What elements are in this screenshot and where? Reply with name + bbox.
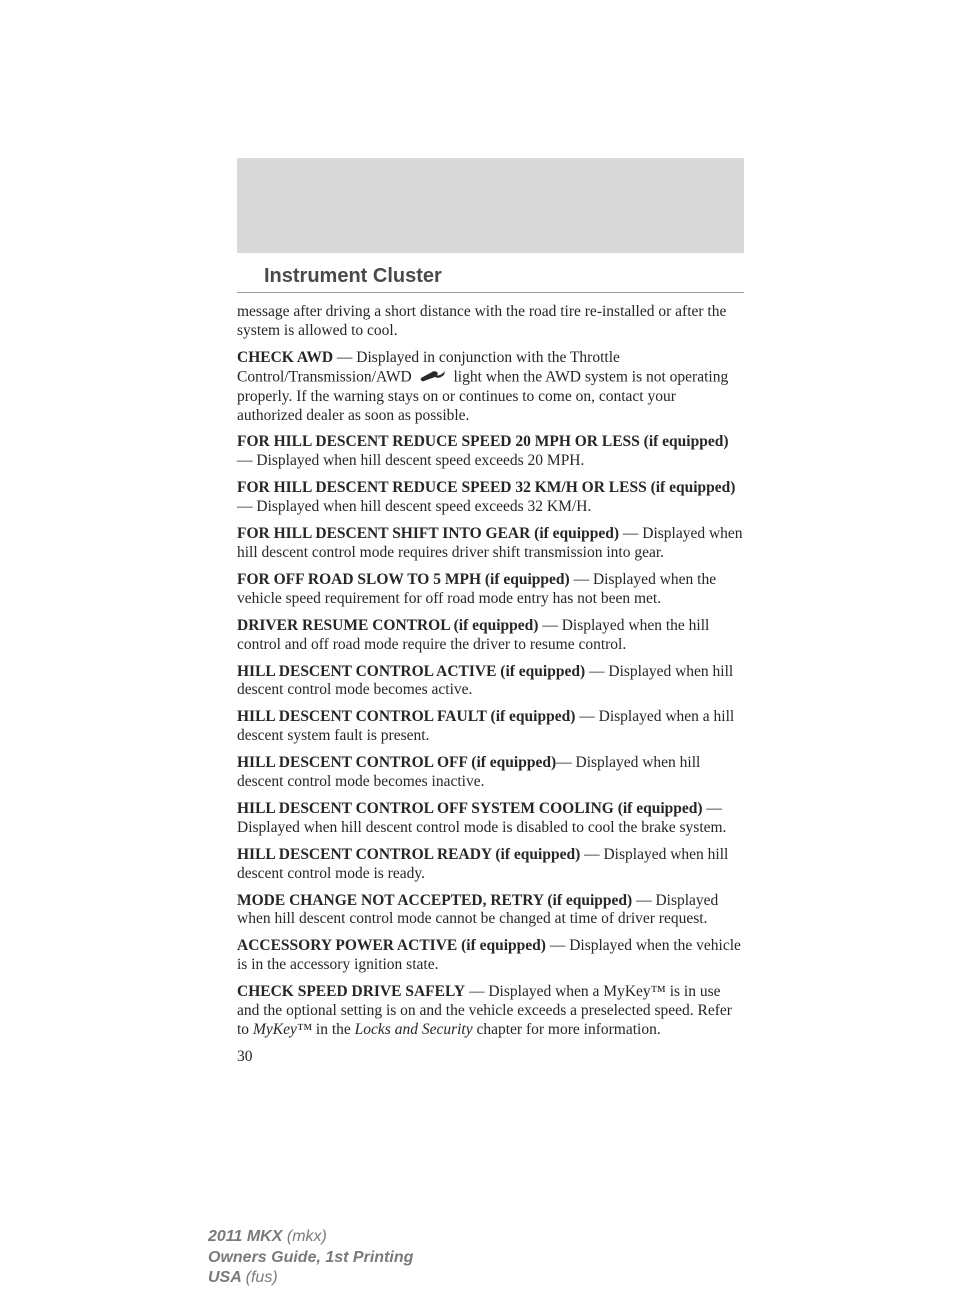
title-divider [237,292,744,293]
item-entry: FOR HILL DESCENT REDUCE SPEED 20 MPH OR … [237,433,744,471]
item-check-speed: CHECK SPEED DRIVE SAFELY — Displayed whe… [237,983,744,1040]
intro-continuation: message after driving a short distance w… [237,303,744,341]
item-entry: MODE CHANGE NOT ACCEPTED, RETRY (if equi… [237,892,744,930]
item-lead: FOR HILL DESCENT SHIFT INTO GEAR (if equ… [237,525,619,542]
cs-p3: chapter for more information. [473,1021,661,1038]
wrench-icon [418,368,448,388]
item-entry: DRIVER RESUME CONTROL (if equipped) — Di… [237,617,744,655]
item-lead: HILL DESCENT CONTROL OFF SYSTEM COOLING … [237,800,703,817]
item-lead: MODE CHANGE NOT ACCEPTED, RETRY (if equi… [237,892,632,909]
item-entry: HILL DESCENT CONTROL OFF (if equipped)— … [237,754,744,792]
footer-line-2: Owners Guide, 1st Printing [208,1248,954,1269]
header-banner [237,158,744,253]
footer-model: 2011 MKX [208,1228,287,1245]
item-body: — Displayed when hill descent speed exce… [237,452,584,469]
item-entry: ACCESSORY POWER ACTIVE (if equipped) — D… [237,937,744,975]
item-entry: HILL DESCENT CONTROL OFF SYSTEM COOLING … [237,800,744,838]
body-content: message after driving a short distance w… [237,303,744,1067]
item-check-awd: CHECK AWD — Displayed in conjunction wit… [237,349,744,426]
item-lead: FOR HILL DESCENT REDUCE SPEED 32 KM/H OR… [237,479,735,496]
item-entry: HILL DESCENT CONTROL ACTIVE (if equipped… [237,663,744,701]
item-lead: HILL DESCENT CONTROL READY (if equipped) [237,846,580,863]
item-entry: FOR HILL DESCENT SHIFT INTO GEAR (if equ… [237,525,744,563]
item-lead: HILL DESCENT CONTROL OFF (if equipped) [237,754,556,771]
footer-line-3: USA (fus) [208,1268,954,1289]
item-lead: FOR HILL DESCENT REDUCE SPEED 20 MPH OR … [237,433,729,450]
item-lead: ACCESSORY POWER ACTIVE (if equipped) [237,937,546,954]
item-lead: CHECK SPEED DRIVE SAFELY [237,983,465,1000]
item-entry: HILL DESCENT CONTROL FAULT (if equipped)… [237,708,744,746]
item-lead: FOR OFF ROAD SLOW TO 5 MPH (if equipped) [237,571,574,588]
item-entry: FOR HILL DESCENT REDUCE SPEED 32 KM/H OR… [237,479,744,517]
cs-p2: in the [312,1021,355,1038]
footer: 2011 MKX (mkx) Owners Guide, 1st Printin… [208,1227,954,1289]
footer-region-code: (fus) [246,1269,278,1286]
item-lead: DRIVER RESUME CONTROL (if equipped) [237,617,538,634]
item-body: — Displayed when hill descent speed exce… [237,498,591,515]
section-title: Instrument Cluster [264,265,954,288]
item-lead: CHECK AWD [237,349,333,366]
item-lead: HILL DESCENT CONTROL FAULT (if equipped) [237,708,575,725]
item-entry: HILL DESCENT CONTROL READY (if equipped)… [237,846,744,884]
cs-it1: MyKey™ [253,1021,312,1038]
page: Instrument Cluster message after driving… [0,158,954,1289]
footer-region: USA [208,1269,246,1286]
page-number: 30 [237,1048,744,1067]
item-entry: FOR OFF ROAD SLOW TO 5 MPH (if equipped)… [237,571,744,609]
footer-line-1: 2011 MKX (mkx) [208,1227,954,1248]
item-lead: HILL DESCENT CONTROL ACTIVE (if equipped… [237,663,585,680]
footer-model-code: (mkx) [287,1228,327,1245]
cs-it2: Locks and Security [355,1021,473,1038]
